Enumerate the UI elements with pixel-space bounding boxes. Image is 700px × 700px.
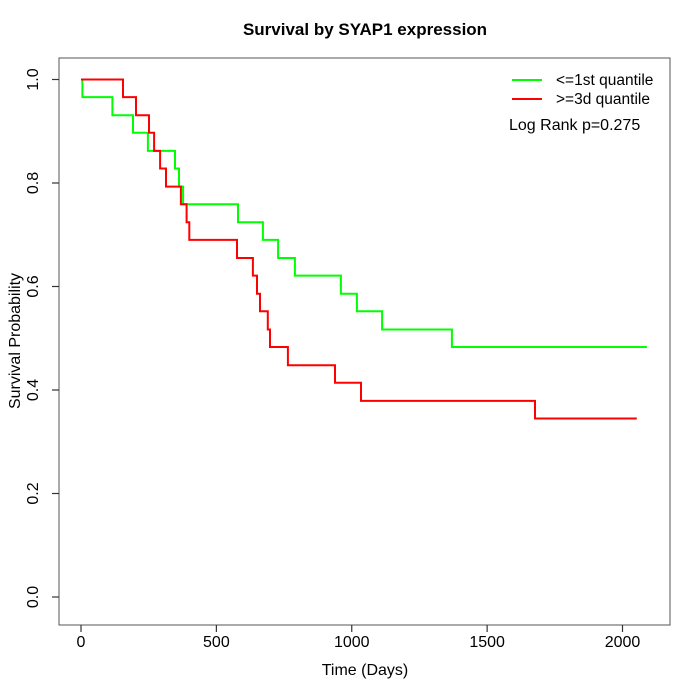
plot-box [58, 57, 671, 626]
x-tick-label: 1500 [469, 634, 505, 651]
legend-label: <=1st quantile [556, 72, 653, 89]
y-tick-label: 0.8 [25, 172, 42, 194]
legend-label: >=3d quantile [556, 91, 650, 108]
x-tick-label: 0 [77, 634, 86, 651]
y-tick-label: 0.4 [25, 379, 42, 401]
y-tick-label: 0.0 [25, 586, 42, 608]
survival-curve-high-expression [81, 78, 637, 420]
log-rank-annotation: Log Rank p=0.275 [509, 117, 640, 134]
chart-title: Survival by SYAP1 expression [242, 20, 488, 39]
y-tick-label: 1.0 [25, 68, 42, 90]
x-tick-label: 2000 [605, 634, 641, 651]
y-tick-label: 0.2 [25, 482, 42, 504]
x-tick-label: 1000 [334, 634, 370, 651]
x-tick-label: 500 [203, 634, 230, 651]
x-axis-label: Time (Days) [321, 662, 409, 679]
survival-curve-low-expression [81, 78, 647, 348]
y-tick-label: 0.6 [25, 275, 42, 297]
